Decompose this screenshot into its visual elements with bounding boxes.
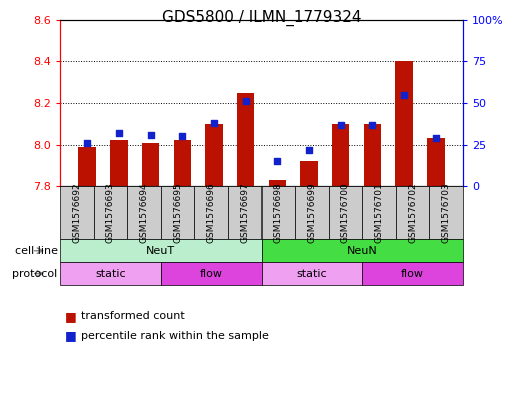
- Text: GSM1576693: GSM1576693: [106, 182, 115, 243]
- Point: [337, 121, 345, 128]
- Bar: [363, 124, 381, 186]
- Point: [242, 98, 250, 105]
- Bar: [332, 124, 349, 186]
- Text: transformed count: transformed count: [81, 311, 185, 321]
- Text: NeuT: NeuT: [146, 246, 175, 256]
- Point: [305, 147, 313, 153]
- Text: GSM1576702: GSM1576702: [408, 182, 417, 243]
- Point: [115, 130, 123, 136]
- Text: flow: flow: [401, 268, 424, 279]
- Text: static: static: [95, 268, 126, 279]
- Bar: [300, 161, 318, 186]
- Point: [146, 132, 155, 138]
- Point: [431, 135, 440, 141]
- Point: [273, 158, 281, 164]
- Text: percentile rank within the sample: percentile rank within the sample: [81, 331, 269, 341]
- Text: flow: flow: [200, 268, 223, 279]
- Text: GSM1576698: GSM1576698: [274, 182, 283, 243]
- Text: protocol: protocol: [12, 268, 58, 279]
- Point: [83, 140, 92, 146]
- Point: [178, 133, 186, 140]
- Bar: [78, 147, 96, 186]
- Point: [210, 120, 218, 126]
- Text: GSM1576699: GSM1576699: [308, 182, 316, 243]
- Text: GSM1576696: GSM1576696: [207, 182, 215, 243]
- Text: GSM1576697: GSM1576697: [240, 182, 249, 243]
- Text: GSM1576703: GSM1576703: [441, 182, 451, 243]
- Text: ■: ■: [65, 310, 77, 323]
- Text: NeuN: NeuN: [347, 246, 378, 256]
- Point: [400, 92, 408, 98]
- Bar: [110, 140, 128, 186]
- Text: GSM1576701: GSM1576701: [374, 182, 383, 243]
- Text: cell line: cell line: [15, 246, 58, 256]
- Point: [368, 121, 377, 128]
- Bar: [174, 140, 191, 186]
- Bar: [205, 124, 223, 186]
- Text: GSM1576692: GSM1576692: [72, 182, 82, 243]
- Text: static: static: [297, 268, 327, 279]
- Bar: [427, 138, 445, 186]
- Bar: [237, 93, 254, 186]
- Text: GSM1576694: GSM1576694: [140, 182, 149, 243]
- Text: GSM1576695: GSM1576695: [173, 182, 182, 243]
- Bar: [269, 180, 286, 186]
- Bar: [142, 143, 160, 186]
- Bar: [395, 61, 413, 186]
- Text: GDS5800 / ILMN_1779324: GDS5800 / ILMN_1779324: [162, 10, 361, 26]
- Text: GSM1576700: GSM1576700: [341, 182, 350, 243]
- Text: ■: ■: [65, 329, 77, 343]
